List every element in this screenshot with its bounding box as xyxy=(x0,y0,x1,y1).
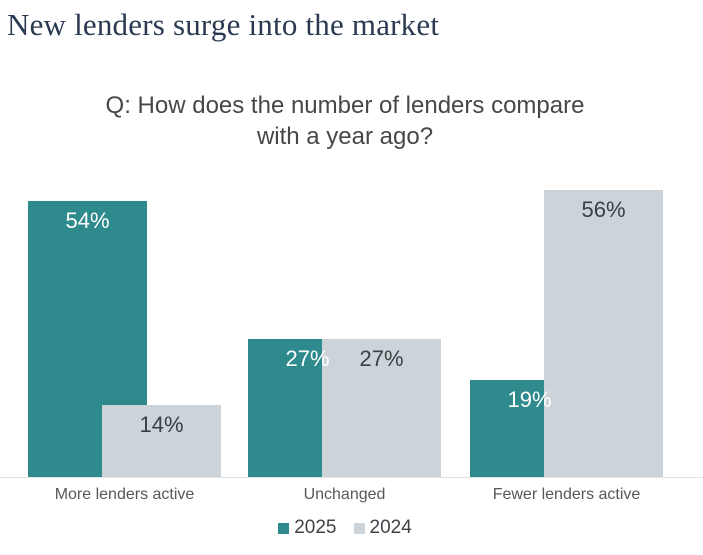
legend-item-2025: 2025 xyxy=(278,517,337,539)
legend-swatch-icon xyxy=(353,522,365,534)
page-title: New lenders surge into the market xyxy=(7,7,440,42)
x-axis-label: Unchanged xyxy=(303,486,386,503)
bar-2024-more-lenders-active xyxy=(102,405,221,477)
legend-swatch-icon xyxy=(278,522,290,534)
legend-label: 2025 xyxy=(294,517,337,538)
legend-label: 2024 xyxy=(369,517,412,538)
bar-value-label-2025: 27% xyxy=(285,346,330,371)
chart-subtitle: Q: How does the number of lenders compar… xyxy=(0,90,690,152)
bar-value-label-2024: 27% xyxy=(359,346,404,371)
x-axis-label: More lenders active xyxy=(54,486,195,503)
bar-value-label-2025: 19% xyxy=(507,387,552,412)
legend-item-2024: 2024 xyxy=(353,517,412,539)
chart-subtitle-line-1: Q: How does the number of lenders compar… xyxy=(105,92,585,119)
bar-2024-fewer-lenders-active xyxy=(544,190,663,477)
legend: 2025 2024 xyxy=(0,517,690,539)
bar-2024-unchanged xyxy=(322,339,441,477)
bar-value-label-2024: 14% xyxy=(139,412,184,437)
x-axis-line xyxy=(0,477,703,478)
x-axis-label: Fewer lenders active xyxy=(492,486,641,503)
bar-value-label-2025: 54% xyxy=(65,208,110,233)
bar-value-label-2024: 56% xyxy=(581,197,626,222)
chart-subtitle-line-2: with a year ago? xyxy=(256,123,434,150)
